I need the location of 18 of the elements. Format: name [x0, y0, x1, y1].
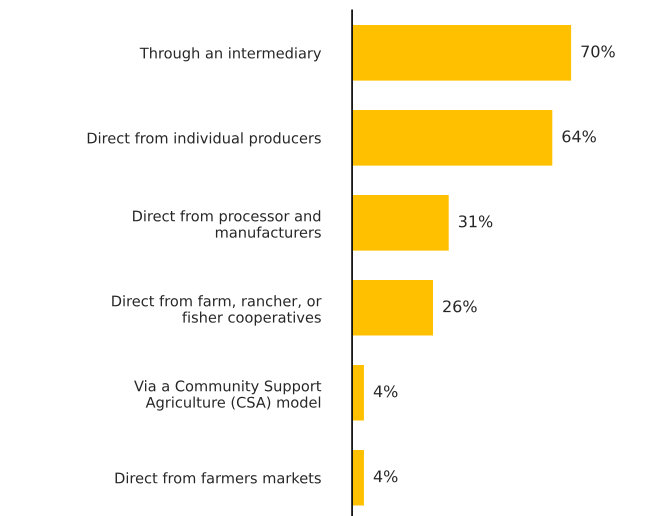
bar — [352, 448, 366, 507]
data-label: 31% — [458, 215, 492, 228]
data-label: 4% — [374, 470, 398, 482]
data-label: 64% — [562, 130, 596, 142]
bar — [352, 278, 434, 337]
y-tick-label: Direct from processor and manufacturers — [133, 210, 321, 238]
bar — [352, 108, 554, 167]
y-tick-label: Direct from individual producers — [88, 132, 321, 146]
data-label: 4% — [374, 385, 398, 398]
data-label: 26% — [443, 300, 477, 312]
y-tick-label: Through an intermediary — [140, 47, 322, 62]
bar — [352, 364, 366, 422]
data-label: 70% — [581, 45, 615, 58]
y-tick-label: Direct from farm, rancher, or fisher cooperatives — [112, 295, 322, 326]
bar — [352, 24, 573, 82]
y-tick-label: Direct from farmers markets — [116, 472, 321, 484]
y-tick-label: Via a Community Support Agriculture (CSA) model — [134, 380, 322, 411]
bar — [352, 194, 450, 252]
